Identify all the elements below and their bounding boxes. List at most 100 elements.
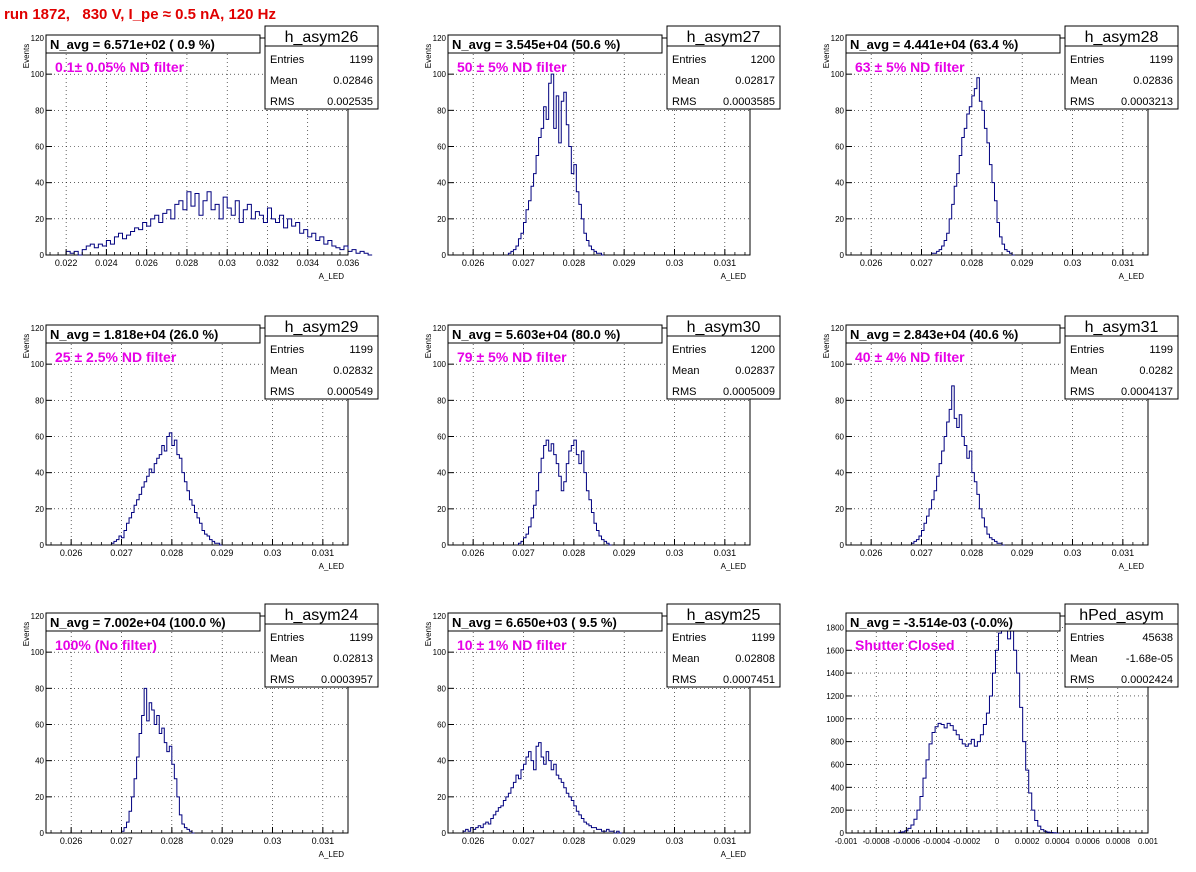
y-tick-label: 800 — [831, 738, 845, 747]
histogram-name: h_asym28 — [1085, 29, 1159, 46]
x-tick-label: 0.034 — [296, 258, 319, 268]
histogram-title: N_avg = 7.002e+04 (100.0 %) — [50, 615, 226, 630]
x-tick-label: 0.022 — [55, 258, 78, 268]
x-axis-label: A_LED — [721, 272, 747, 281]
x-tick-label: 0.028 — [563, 258, 586, 268]
y-tick-label: 1000 — [826, 715, 844, 724]
y-tick-label: 40 — [35, 179, 44, 188]
stats-value: 1199 — [349, 344, 373, 356]
histogram-name: hPed_asym — [1079, 607, 1164, 624]
y-axis-label: Events — [822, 44, 831, 68]
stats-label: Mean — [672, 75, 700, 87]
histogram-panel-h_asym26: 0.022 0.024 0.026 0.028 0.03 0.032 0.034 0.036 0… — [22, 25, 379, 281]
y-tick-label: 60 — [437, 143, 446, 152]
y-tick-label: 100 — [31, 648, 45, 657]
histogram-title: N_avg = 5.603e+04 (80.0 %) — [452, 327, 620, 342]
y-tick-label: 20 — [835, 505, 844, 514]
stats-label: RMS — [270, 96, 294, 108]
title-box — [447, 612, 663, 632]
stats-value: 0.0003213 — [1121, 96, 1173, 108]
histogram-series — [65, 191, 373, 256]
y-tick-label: 100 — [31, 70, 45, 79]
x-tick-label: 0.027 — [512, 836, 535, 846]
y-tick-label: 40 — [437, 469, 446, 478]
stats-label: Mean — [1070, 653, 1098, 665]
stats-box — [666, 603, 781, 688]
stats-value: 0.02817 — [735, 75, 775, 87]
stats-value: 0.02836 — [1133, 75, 1173, 87]
stats-label: Mean — [1070, 365, 1098, 377]
stats-label: Mean — [270, 365, 298, 377]
stats-value: 1200 — [751, 344, 775, 356]
y-tick-label: 100 — [31, 360, 45, 369]
x-tick-label: 0.026 — [135, 258, 158, 268]
title-box — [45, 324, 261, 344]
title-box — [845, 324, 1061, 344]
y-tick-label: 60 — [35, 433, 44, 442]
y-tick-label: 80 — [437, 396, 446, 405]
stats-value: 1199 — [349, 632, 373, 644]
y-axis-label: Events — [822, 334, 831, 358]
stats-label: Entries — [270, 344, 305, 356]
y-tick-label: 60 — [437, 433, 446, 442]
x-tick-label: 0.03 — [666, 258, 684, 268]
stats-box — [1064, 603, 1179, 688]
stats-value: 0.02808 — [735, 653, 775, 665]
histogram-name: h_asym24 — [285, 607, 359, 624]
x-tick-label: 0.031 — [714, 548, 737, 558]
histogram-panel-h_asym25: 0.026 0.027 0.028 0.029 0.03 0.031 0 20 40 60 80 10… — [424, 603, 781, 859]
histogram-title: N_avg = 4.441e+04 (63.4 %) — [850, 37, 1018, 52]
stats-label: RMS — [672, 674, 696, 686]
stats-value: 0.0002424 — [1121, 674, 1173, 686]
x-tick-label: 0.029 — [211, 836, 234, 846]
x-tick-label: 0.024 — [95, 258, 118, 268]
stats-value: 45638 — [1142, 632, 1173, 644]
histogram-panel-h_asym31: 0.026 0.027 0.028 0.029 0.03 0.031 0 20 40 60 80 10… — [822, 315, 1179, 571]
y-tick-label: 40 — [437, 179, 446, 188]
stats-label: Mean — [1070, 75, 1098, 87]
y-tick-label: 1400 — [826, 669, 844, 678]
histogram-series — [898, 621, 1059, 834]
stats-value: 0.02813 — [333, 653, 373, 665]
y-tick-label: 40 — [835, 469, 844, 478]
x-tick-label: 0.026 — [860, 258, 883, 268]
stats-label: RMS — [270, 674, 294, 686]
y-tick-label: 0 — [442, 829, 447, 838]
stats-value: 0.0007451 — [723, 674, 775, 686]
x-tick-label: 0.03 — [264, 836, 282, 846]
stats-label: RMS — [672, 386, 696, 398]
stats-value: 0.0003957 — [321, 674, 373, 686]
x-tick-label: 0.029 — [211, 548, 234, 558]
stats-value: 1199 — [751, 632, 775, 644]
x-tick-label: 0.029 — [1011, 258, 1034, 268]
y-tick-label: 120 — [433, 612, 447, 621]
x-tick-label: 0.028 — [176, 258, 199, 268]
histogram-name: h_asym26 — [285, 29, 359, 46]
x-tick-label: 0.031 — [1112, 548, 1135, 558]
x-tick-label: 0.027 — [910, 258, 933, 268]
x-tick-label: 0.03 — [264, 548, 282, 558]
histogram-name: h_asym27 — [687, 29, 761, 46]
x-tick-label: 0.029 — [613, 548, 636, 558]
title-box — [447, 34, 663, 54]
y-tick-label: 100 — [433, 648, 447, 657]
stats-box — [666, 315, 781, 400]
stats-value: 0.0004137 — [1121, 386, 1173, 398]
y-tick-label: 20 — [437, 793, 446, 802]
y-tick-label: 120 — [31, 612, 45, 621]
x-tick-label: 0.029 — [613, 836, 636, 846]
x-tick-label: 0.031 — [714, 258, 737, 268]
y-tick-label: 60 — [35, 143, 44, 152]
histogram-series — [931, 77, 1015, 256]
y-tick-label: 60 — [835, 143, 844, 152]
title-box — [45, 612, 261, 632]
y-axis-label: Events — [424, 44, 433, 68]
stats-label: Mean — [270, 653, 298, 665]
histogram-title: N_avg = 3.545e+04 (50.6 %) — [452, 37, 620, 52]
x-tick-label: 0.032 — [256, 258, 279, 268]
stats-value: 0.02846 — [333, 75, 373, 87]
y-tick-label: 1800 — [826, 623, 844, 632]
y-tick-label: 0 — [840, 251, 845, 260]
x-tick-label: 0.001 — [1138, 837, 1159, 846]
y-tick-label: 1600 — [826, 646, 844, 655]
